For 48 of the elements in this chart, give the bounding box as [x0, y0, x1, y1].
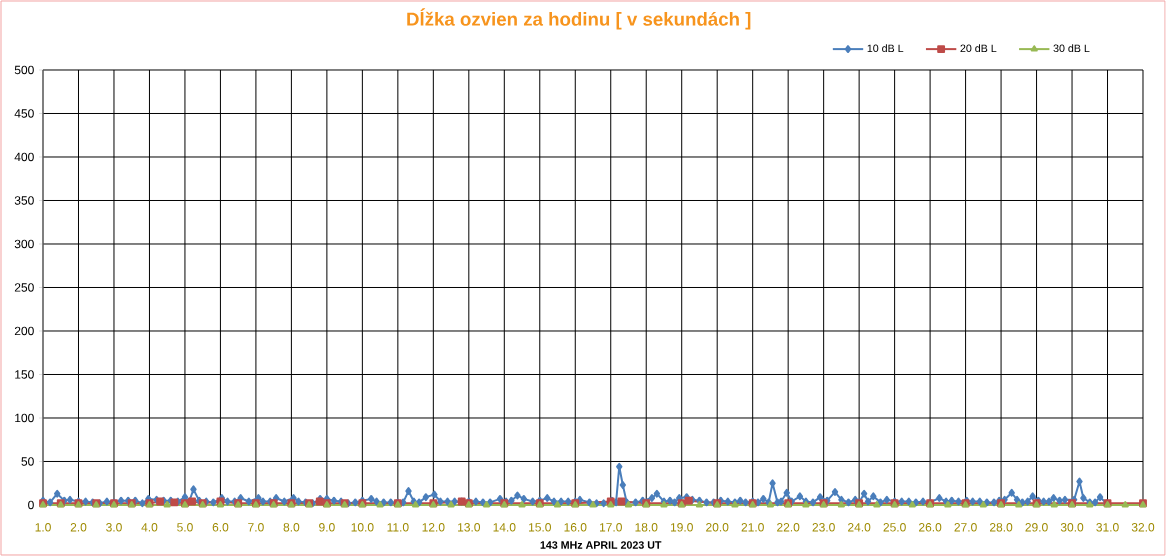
x-tick-label: 20.0: [706, 523, 729, 532]
x-tick-label: 31.0: [1096, 523, 1119, 532]
x-tick-label: 12.0: [422, 523, 445, 532]
y-tick-label: 350: [14, 196, 34, 205]
x-tick-label: 27.0: [954, 523, 977, 532]
y-tick-label: 300: [14, 239, 34, 249]
legend-label: 30 dB L: [1053, 44, 1090, 53]
x-tick-label: 1.0: [35, 523, 51, 532]
y-tick-label: 450: [14, 109, 34, 118]
chart-title: Dĺžka ozvien za hodinu [ v sekundách ]: [407, 8, 751, 30]
x-tick-label: 14.0: [493, 523, 516, 532]
x-tick-label: 10.0: [351, 523, 374, 532]
x-tick-label: 17.0: [599, 523, 622, 532]
x-tick-label: 30.0: [1060, 523, 1084, 532]
x-tick-label: 24.0: [848, 523, 871, 532]
x-tick-label: 25.0: [883, 523, 906, 532]
x-tick-label: 3.0: [106, 523, 122, 532]
y-tick-label: 250: [14, 283, 34, 292]
x-tick-label: 22.0: [777, 523, 800, 532]
x-tick-label: 29.0: [1025, 523, 1048, 532]
x-tick-label: 6.0: [212, 523, 229, 532]
x-tick-label: 21.0: [741, 523, 764, 532]
x-tick-label: 23.0: [812, 523, 835, 532]
y-tick-label: 100: [15, 413, 34, 423]
x-tick-label: 16.0: [564, 523, 587, 532]
x-tick-label: 7.0: [248, 523, 264, 532]
x-tick-label: 8.0: [283, 523, 300, 532]
x-tick-label: 19.0: [670, 523, 693, 532]
x-tick-label: 9.0: [319, 523, 335, 532]
x-tick-label: 13.0: [458, 523, 481, 532]
x-tick-label: 26.0: [919, 523, 942, 532]
legend-label: 10 dB L: [867, 44, 904, 53]
x-tick-label: 32.0: [1131, 523, 1155, 532]
x-tick-label: 4.0: [141, 523, 158, 532]
legend-label: 20 dB L: [960, 44, 997, 53]
y-tick-label: 400: [14, 152, 34, 162]
y-tick-label: 0: [28, 500, 34, 510]
y-tick-label: 150: [15, 370, 34, 379]
x-tick-label: 2.0: [70, 523, 87, 532]
x-tick-label: 5.0: [177, 523, 193, 532]
y-tick-label: 50: [21, 457, 34, 466]
x-tick-label: 28.0: [990, 523, 1013, 532]
x-tick-label: 18.0: [635, 523, 658, 532]
x-tick-label: 15.0: [529, 523, 551, 532]
x-tick-label: 11.0: [387, 523, 409, 532]
y-tick-label: 500: [14, 65, 34, 75]
x-axis-title: 143 MHz APRIL 2023 UT: [540, 541, 662, 549]
y-tick-label: 200: [14, 326, 34, 336]
